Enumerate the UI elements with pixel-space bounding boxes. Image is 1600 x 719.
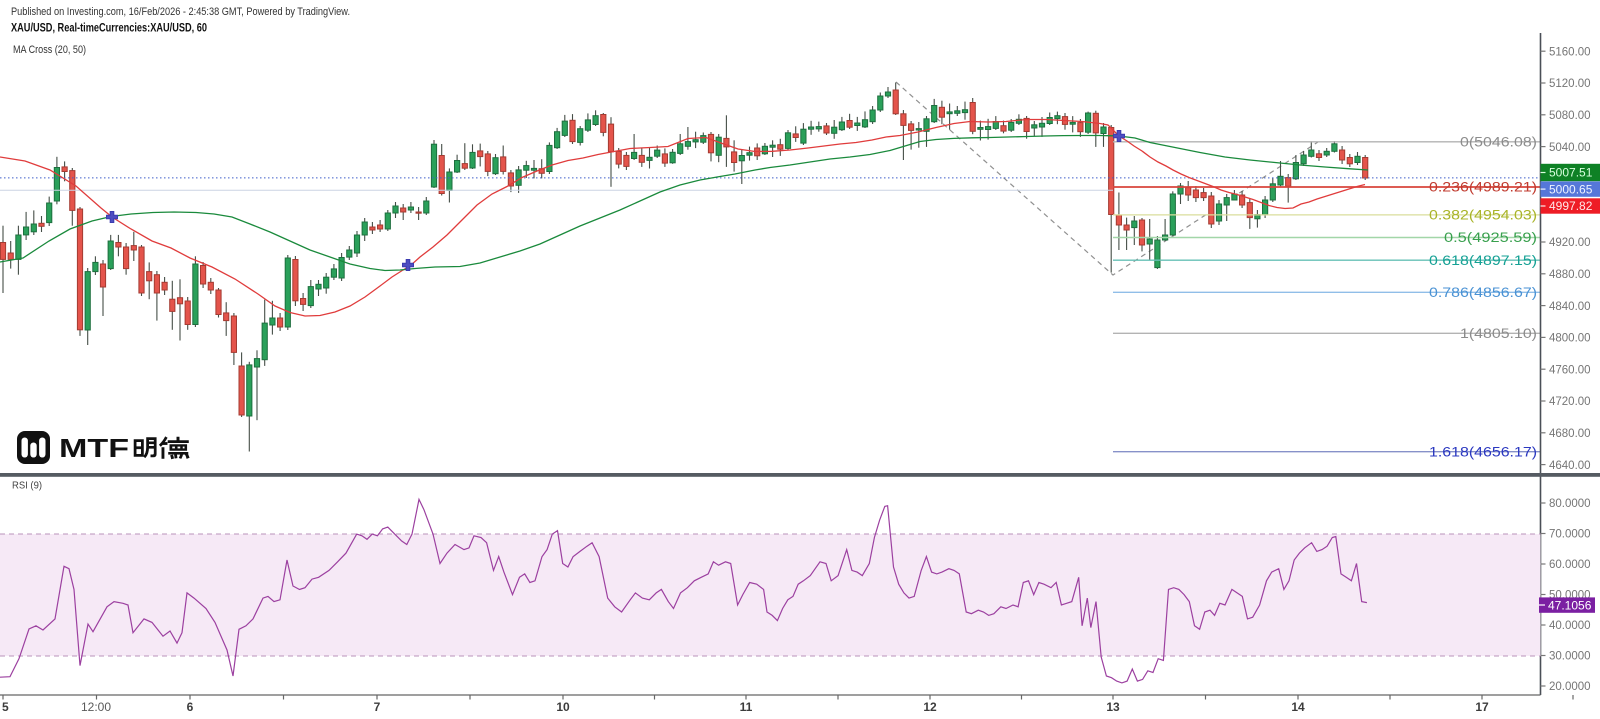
svg-text:7: 7: [374, 700, 381, 714]
svg-text:0.382(4954.03): 0.382(4954.03): [1429, 208, 1537, 223]
svg-text:10: 10: [556, 700, 570, 714]
svg-text:Published on Investing.com, 16: Published on Investing.com, 16/Feb/2026 …: [11, 6, 350, 18]
svg-text:1(4805.10): 1(4805.10): [1460, 326, 1537, 341]
svg-text:XAU/USD, Real-timeCurrencies:X: XAU/USD, Real-timeCurrencies:XAU/USD, 60: [11, 21, 207, 35]
svg-text:47.1056: 47.1056: [1548, 598, 1592, 612]
svg-text:4680.00: 4680.00: [1549, 428, 1591, 440]
svg-text:80.0000: 80.0000: [1549, 498, 1591, 510]
svg-text:MTF: MTF: [59, 433, 129, 463]
svg-text:0.236(4989.21): 0.236(4989.21): [1429, 180, 1537, 195]
svg-text:4640.00: 4640.00: [1549, 460, 1591, 472]
svg-text:30.0000: 30.0000: [1549, 651, 1591, 663]
svg-text:5000.65: 5000.65: [1549, 182, 1593, 196]
svg-text:4800.00: 4800.00: [1549, 333, 1591, 345]
svg-text:14: 14: [1291, 700, 1305, 714]
svg-text:5160.00: 5160.00: [1549, 46, 1591, 58]
svg-text:5080.00: 5080.00: [1549, 110, 1591, 122]
svg-text:4880.00: 4880.00: [1549, 269, 1591, 281]
svg-text:4760.00: 4760.00: [1549, 364, 1591, 376]
svg-text:4840.00: 4840.00: [1549, 301, 1591, 313]
svg-text:11: 11: [740, 700, 753, 714]
svg-text:5: 5: [2, 700, 9, 714]
svg-text:0.786(4856.67): 0.786(4856.67): [1429, 285, 1537, 300]
svg-text:5040.00: 5040.00: [1549, 142, 1591, 154]
svg-text:6: 6: [187, 700, 194, 714]
svg-text:5120.00: 5120.00: [1549, 78, 1591, 90]
svg-text:13: 13: [1106, 700, 1120, 714]
svg-text:4920.00: 4920.00: [1549, 237, 1591, 249]
svg-text:0(5046.08): 0(5046.08): [1460, 134, 1537, 149]
svg-text:4720.00: 4720.00: [1549, 396, 1591, 408]
svg-text:1.618(4656.17): 1.618(4656.17): [1429, 444, 1537, 459]
svg-text:0.5(4925.59): 0.5(4925.59): [1444, 230, 1537, 245]
svg-text:5007.51: 5007.51: [1549, 166, 1593, 180]
svg-text:0.618(4897.15): 0.618(4897.15): [1429, 253, 1537, 268]
svg-text:MA Cross (20, 50): MA Cross (20, 50): [13, 44, 86, 56]
svg-text:12:00: 12:00: [81, 700, 111, 714]
svg-text:4997.82: 4997.82: [1549, 199, 1593, 213]
svg-text:40.0000: 40.0000: [1549, 620, 1591, 632]
svg-text:60.0000: 60.0000: [1549, 559, 1591, 571]
svg-text:RSI (9): RSI (9): [12, 481, 42, 492]
svg-text:20.0000: 20.0000: [1549, 681, 1591, 693]
svg-text:12: 12: [923, 700, 937, 714]
svg-text:17: 17: [1475, 700, 1489, 714]
svg-text:70.0000: 70.0000: [1549, 529, 1591, 541]
